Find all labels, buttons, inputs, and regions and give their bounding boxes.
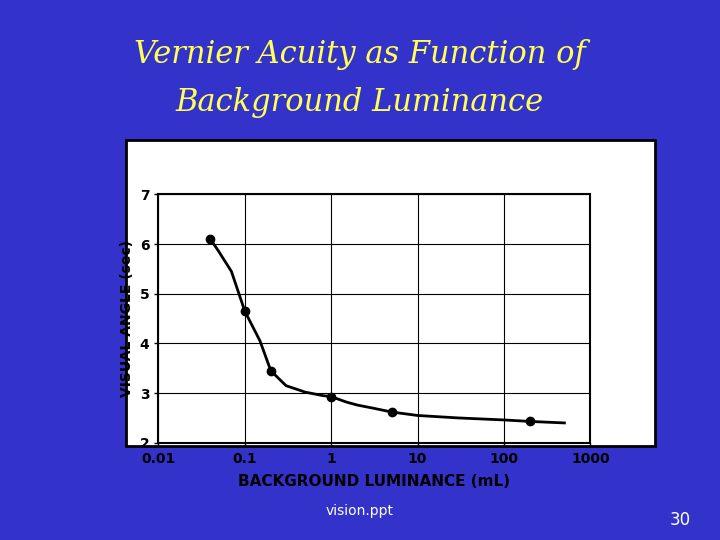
X-axis label: BACKGROUND LUMINANCE (mL): BACKGROUND LUMINANCE (mL) [238,474,510,489]
Text: 30: 30 [670,511,691,529]
Text: Vernier Acuity as Function of: Vernier Acuity as Function of [134,38,586,70]
Text: Background Luminance: Background Luminance [176,87,544,118]
Text: vision.ppt: vision.ppt [326,504,394,518]
Y-axis label: VISUAL ANGLE (sec): VISUAL ANGLE (sec) [120,240,134,397]
